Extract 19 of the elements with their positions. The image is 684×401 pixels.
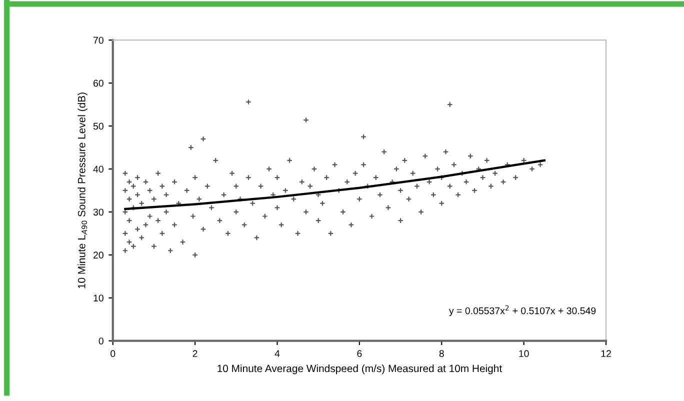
x-tick-label: 0	[110, 350, 116, 358]
y-tick-label: 30	[93, 208, 104, 216]
y-tick-label: 0	[98, 338, 104, 344]
x-tick-label: 4	[274, 350, 280, 357]
x-tick-label: 6	[357, 350, 362, 358]
y-axis-title: 10 Minute L$_{A90}$ Sound Pressure Level (dB)	[78, 92, 88, 288]
annotation: y = 0.05537x$^{2}$ + 0.5107x + 30.549	[448, 305, 596, 316]
y-tick-label: 50	[93, 122, 104, 130]
x-tick-label: 10	[519, 350, 529, 358]
line-series	[124, 159, 546, 210]
y-tick-label: 70	[94, 36, 104, 44]
y-tick-label: 10	[94, 294, 104, 302]
y-tick-label: 20	[94, 252, 104, 259]
y-tick-label: 60	[94, 80, 104, 87]
y-tick-label: 40	[93, 166, 104, 173]
x-axis-title: 10 Minute Average Windspeed (m/s) Measured at 10m Height	[218, 364, 502, 374]
x-tick-label: 2	[192, 350, 198, 357]
x-tick-label: 8	[439, 350, 444, 358]
x-tick-label: 12	[601, 350, 611, 357]
